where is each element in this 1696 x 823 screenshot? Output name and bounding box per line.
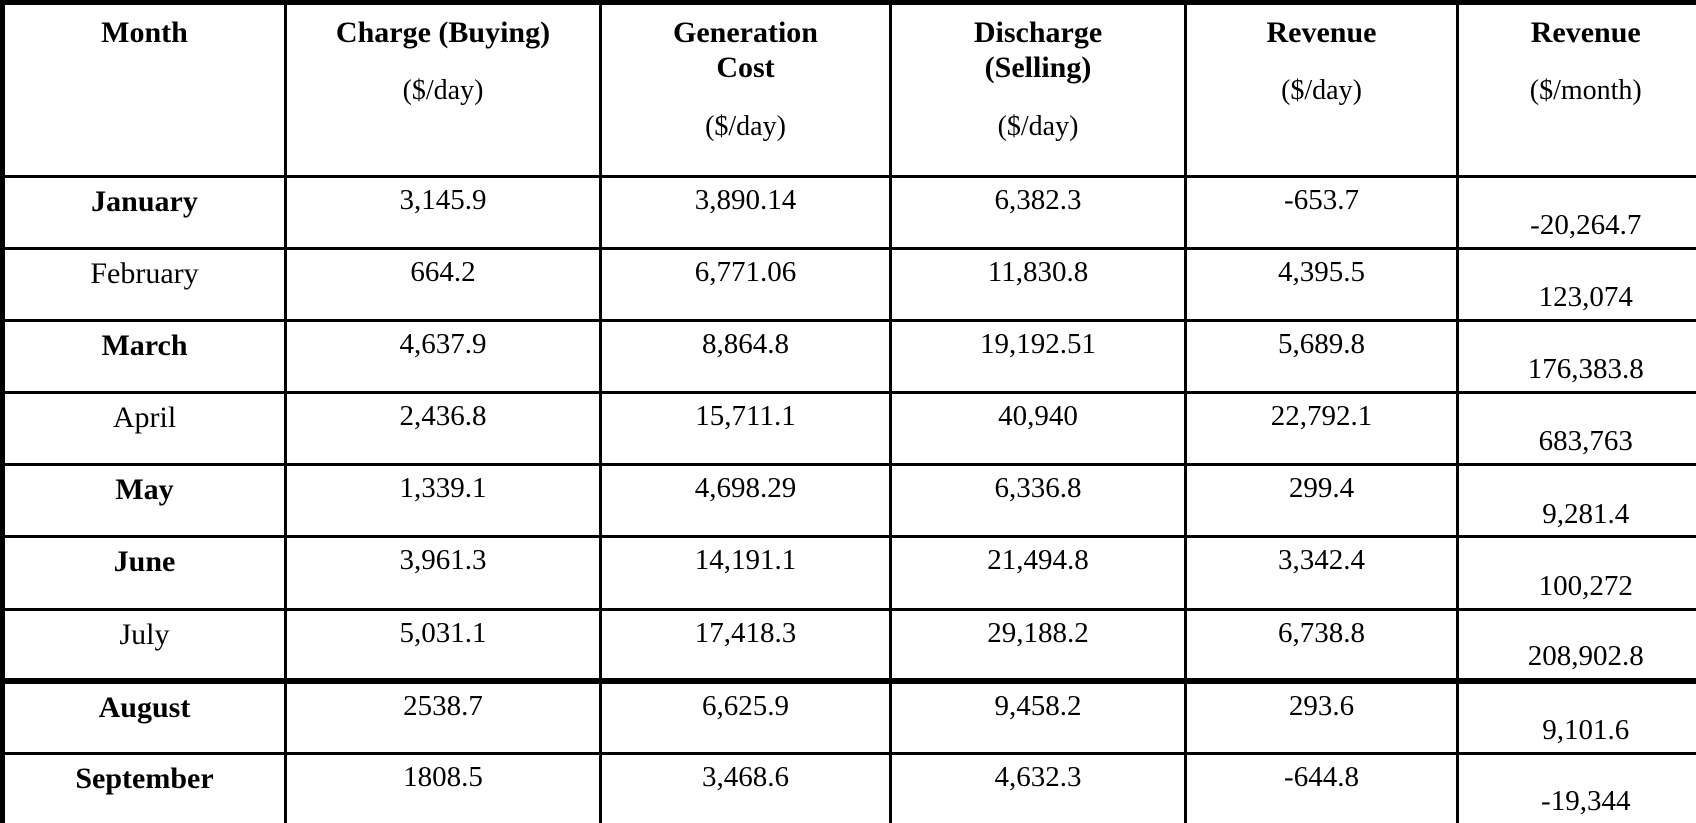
generation-cost-cell: 3,890.14 (599, 174, 892, 251)
revenue-day-cell: 22,792.1 (1184, 391, 1459, 467)
column-unit: ($/day) (1281, 75, 1362, 107)
charge-cell: 664.2 (284, 247, 602, 323)
month-cell: March (1, 319, 287, 395)
discharge-cell: 21,494.8 (889, 535, 1187, 611)
revenue-month-cell: 176,383.8 (1456, 319, 1696, 395)
generation-cost-cell: 17,418.3 (599, 607, 892, 685)
table-row: February 664.2 6,771.06 11,830.8 4,395.5 123,… (1, 247, 1696, 323)
month-cell: July (1, 607, 287, 685)
discharge-cell: 9,458.2 (889, 679, 1187, 755)
column-unit: ($/month) (1529, 75, 1642, 107)
generation-cost-cell: 4,698.29 (599, 463, 892, 539)
column-title: Revenue (1266, 16, 1377, 49)
generation-cost-cell: 3,468.6 (599, 751, 892, 823)
revenue-month-cell: 683,763 (1456, 391, 1696, 467)
column-title: Generation Cost (673, 16, 818, 85)
month-cell: June (1, 535, 287, 611)
discharge-cell: 19,192.51 (889, 319, 1187, 395)
column-title: Revenue (1530, 16, 1641, 49)
charge-cell: 5,031.1 (284, 607, 602, 685)
discharge-cell: 6,336.8 (889, 463, 1187, 539)
revenue-day-cell: 4,395.5 (1184, 247, 1459, 323)
revenue-month-cell: 9,101.6 (1456, 679, 1696, 755)
column-title: Month (101, 16, 188, 49)
column-title: Charge (Buying) (335, 16, 551, 49)
revenue-day-cell: 293.6 (1184, 679, 1459, 755)
month-cell: September (1, 751, 287, 823)
column-header-revenue-day: Revenue ($/day) (1184, 1, 1459, 178)
column-unit: ($/day) (705, 110, 786, 142)
revenue-month-cell: 123,074 (1456, 247, 1696, 323)
table-row: May 1,339.1 4,698.29 6,336.8 299.4 9,281.4 (1, 463, 1696, 539)
table-row: August 2538.7 6,625.9 9,458.2 293.6 9,101.6 (1, 679, 1696, 755)
revenue-day-cell: -644.8 (1184, 751, 1459, 823)
revenue-month-cell: 100,272 (1456, 535, 1696, 611)
charge-cell: 3,961.3 (284, 535, 602, 611)
revenue-day-cell: 5,689.8 (1184, 319, 1459, 395)
generation-cost-cell: 14,191.1 (599, 535, 892, 611)
table-row: July 5,031.1 17,418.3 29,188.2 6,738.8 208,90… (1, 607, 1696, 685)
revenue-month-cell: -20,264.7 (1456, 174, 1696, 251)
generation-cost-cell: 6,625.9 (599, 679, 892, 755)
generation-cost-cell: 8,864.8 (599, 319, 892, 395)
generation-cost-cell: 15,711.1 (599, 391, 892, 467)
table-row: March 4,637.9 8,864.8 19,192.51 5,689.8 176,3… (1, 319, 1696, 395)
charge-cell: 3,145.9 (284, 174, 602, 251)
discharge-cell: 4,632.3 (889, 751, 1187, 823)
discharge-cell: 29,188.2 (889, 607, 1187, 685)
table-row: April 2,436.8 15,711.1 40,940 22,792.1 683,76… (1, 391, 1696, 467)
column-title: Discharge (Selling) (973, 16, 1103, 85)
revenue-day-cell: -653.7 (1184, 174, 1459, 251)
column-unit: ($/day) (402, 75, 484, 107)
revenue-month-cell: -19,344 (1456, 751, 1696, 823)
charge-cell: 1,339.1 (284, 463, 602, 539)
column-header-revenue-month: Revenue ($/month) (1456, 1, 1696, 178)
table-row: January 3,145.9 3,890.14 6,382.3 -653.7 -20,2… (1, 174, 1696, 251)
column-unit: ($/day) (997, 110, 1079, 142)
column-header-month: Month (1, 1, 287, 178)
discharge-cell: 40,940 (889, 391, 1187, 467)
table-row: September 1808.5 3,468.6 4,632.3 -644.8 -19,3… (1, 751, 1696, 823)
charge-cell: 4,637.9 (284, 319, 602, 395)
table-header: Month Charge (Buying) ($/day) Generation… (1, 1, 1696, 178)
revenue-day-cell: 6,738.8 (1184, 607, 1459, 685)
discharge-cell: 11,830.8 (889, 247, 1187, 323)
column-header-discharge-selling: Discharge (Selling) ($/day) (889, 1, 1187, 178)
header-row: Month Charge (Buying) ($/day) Generation… (1, 1, 1696, 178)
revenue-month-cell: 208,902.8 (1456, 607, 1696, 685)
charge-cell: 2538.7 (284, 679, 602, 755)
charge-cell: 1808.5 (284, 751, 602, 823)
generation-cost-cell: 6,771.06 (599, 247, 892, 323)
discharge-cell: 6,382.3 (889, 174, 1187, 251)
charge-cell: 2,436.8 (284, 391, 602, 467)
column-header-charge-buying: Charge (Buying) ($/day) (284, 1, 602, 178)
month-cell: May (1, 463, 287, 539)
month-cell: April (1, 391, 287, 467)
month-cell: August (1, 679, 287, 755)
revenue-day-cell: 3,342.4 (1184, 535, 1459, 611)
month-cell: January (1, 174, 287, 251)
month-cell: February (1, 247, 287, 323)
column-header-generation-cost: Generation Cost ($/day) (599, 1, 892, 178)
revenue-month-cell: 9,281.4 (1456, 463, 1696, 539)
table-row: June 3,961.3 14,191.1 21,494.8 3,342.4 100,27… (1, 535, 1696, 611)
table-body: January 3,145.9 3,890.14 6,382.3 -653.7 -20,2… (1, 174, 1696, 823)
revenue-day-cell: 299.4 (1184, 463, 1459, 539)
